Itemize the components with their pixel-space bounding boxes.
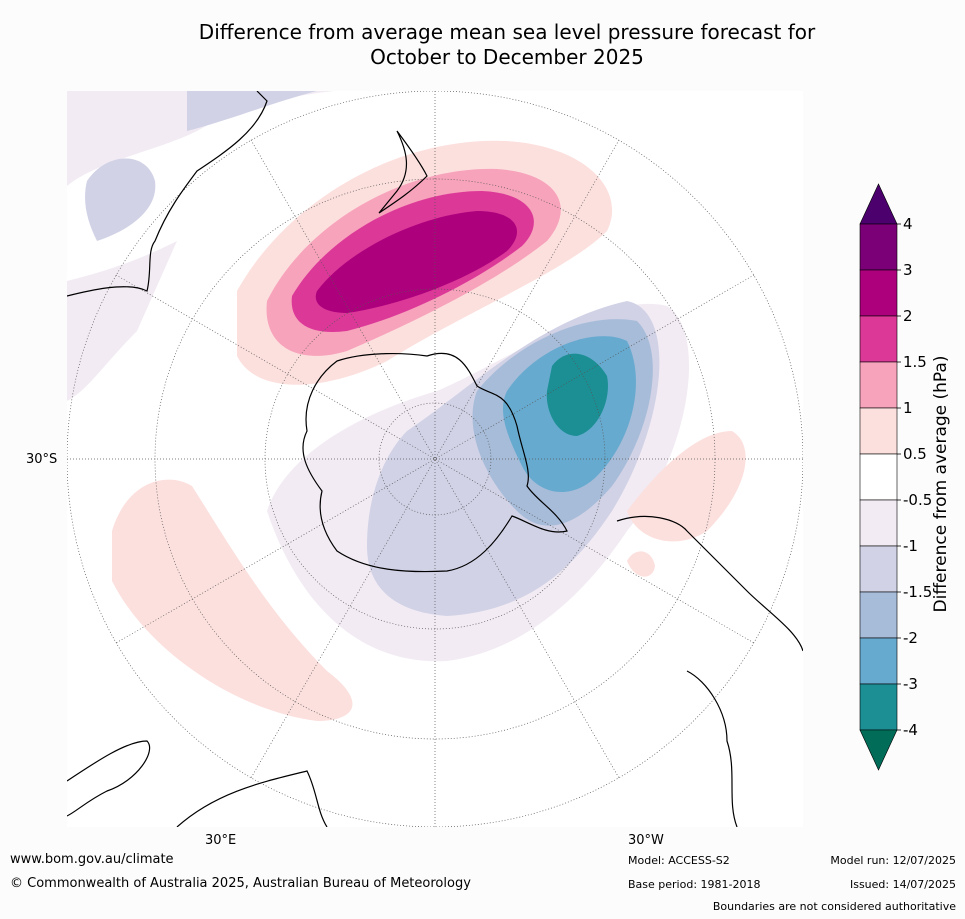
colorbar-tick-label: 1 bbox=[903, 399, 913, 417]
lon-label-30w: 30°W bbox=[628, 833, 664, 848]
lat-label-30s: 30°S bbox=[26, 452, 58, 467]
footer-issued: Issued: 14/07/2025 bbox=[849, 878, 956, 891]
colorbar-swatch-3_to_4 bbox=[859, 223, 898, 271]
anomaly-contour-pos-0.5-atlantic bbox=[627, 431, 746, 542]
colorbar-extend-min bbox=[859, 729, 898, 771]
anomaly-contour-neg-3 bbox=[546, 353, 608, 436]
colorbar-tick-label: -1 bbox=[903, 537, 918, 555]
title-line-1: Difference from average mean sea level p… bbox=[198, 20, 816, 44]
africa-coast bbox=[67, 740, 328, 827]
colorbar-tick-label: -1.5 bbox=[903, 583, 932, 601]
south-america-coast bbox=[616, 515, 803, 827]
anomaly-contour-pos-2 bbox=[315, 211, 517, 313]
colorbar-tick-label: -2 bbox=[903, 629, 918, 647]
colorbar-swatch-1_to_1.5 bbox=[859, 361, 898, 409]
australia-coast bbox=[67, 91, 268, 297]
colorbar-swatch--1_to_-0.5 bbox=[859, 499, 898, 547]
colorbar-tick-label: -4 bbox=[903, 721, 918, 739]
anomaly-contour-pos-0.5-indian bbox=[112, 479, 353, 721]
colorbar-swatch-0.5_to_1 bbox=[859, 407, 898, 455]
colorbar-tick-label: -0.5 bbox=[903, 491, 932, 509]
footer-copyright: © Commonwealth of Australia 2025, Austra… bbox=[10, 876, 471, 891]
footer-url[interactable]: www.bom.gov.au/climate bbox=[10, 852, 174, 867]
colorbar-title: Difference from average (hPa) bbox=[931, 355, 951, 613]
map-canvas bbox=[67, 91, 803, 827]
footer-model: Model: ACCESS-S2 bbox=[628, 854, 730, 867]
colorbar-swatch--3_to_-2 bbox=[859, 637, 898, 685]
footer-model-run: Model run: 12/07/2025 bbox=[830, 854, 956, 867]
title-line-2: October to December 2025 bbox=[370, 45, 644, 69]
footer-base-period: Base period: 1981-2018 bbox=[628, 878, 761, 891]
colorbar-swatch--4_to_-3 bbox=[859, 683, 898, 731]
colorbar-swatch-2_to_3 bbox=[859, 269, 898, 317]
graticule bbox=[67, 91, 803, 827]
anomaly-contour-pos-0.5-atlantic-small bbox=[627, 551, 655, 577]
colorbar-tick-label: 4 bbox=[903, 215, 913, 233]
colorbar: 4 3 2 1.5 1 0.5 -0.5 -1 -1.5 -2 -3 -4 bbox=[859, 183, 932, 771]
colorbar-tick-label: 1.5 bbox=[903, 353, 927, 371]
anomaly-contour-neg-0.5-west bbox=[67, 241, 177, 401]
colorbar-ticks: 4 3 2 1.5 1 0.5 -0.5 -1 -1.5 -2 -3 -4 bbox=[897, 215, 932, 739]
new-zealand-coast bbox=[378, 130, 428, 214]
colorbar-swatch--1.5_to_-1 bbox=[859, 545, 898, 593]
colorbar-swatch-1.5_to_2 bbox=[859, 315, 898, 363]
colorbar-tick-label: 0.5 bbox=[903, 445, 927, 463]
chart-title: Difference from average mean sea level p… bbox=[0, 20, 965, 70]
colorbar-tick-label: 3 bbox=[903, 261, 913, 279]
colorbar-swatches bbox=[859, 183, 898, 771]
polar-map bbox=[67, 91, 803, 827]
colorbar-tick-label: -3 bbox=[903, 675, 918, 693]
antarctica-coast bbox=[302, 352, 568, 573]
coastlines bbox=[67, 91, 803, 827]
anomaly-contour-neg-1-north bbox=[187, 91, 317, 131]
anomaly-contour-neg-1-island bbox=[85, 158, 156, 241]
anomaly-contour-neg-0.5-ne bbox=[67, 91, 487, 186]
colorbar-extend-max bbox=[859, 183, 898, 225]
colorbar-swatch--2_to_-1.5 bbox=[859, 591, 898, 639]
colorbar-swatch-neutral bbox=[859, 453, 898, 501]
colorbar-tick-label: 2 bbox=[903, 307, 913, 325]
lon-label-30e: 30°E bbox=[205, 833, 237, 848]
footer-disclaimer: Boundaries are not considered authoritat… bbox=[712, 900, 956, 913]
